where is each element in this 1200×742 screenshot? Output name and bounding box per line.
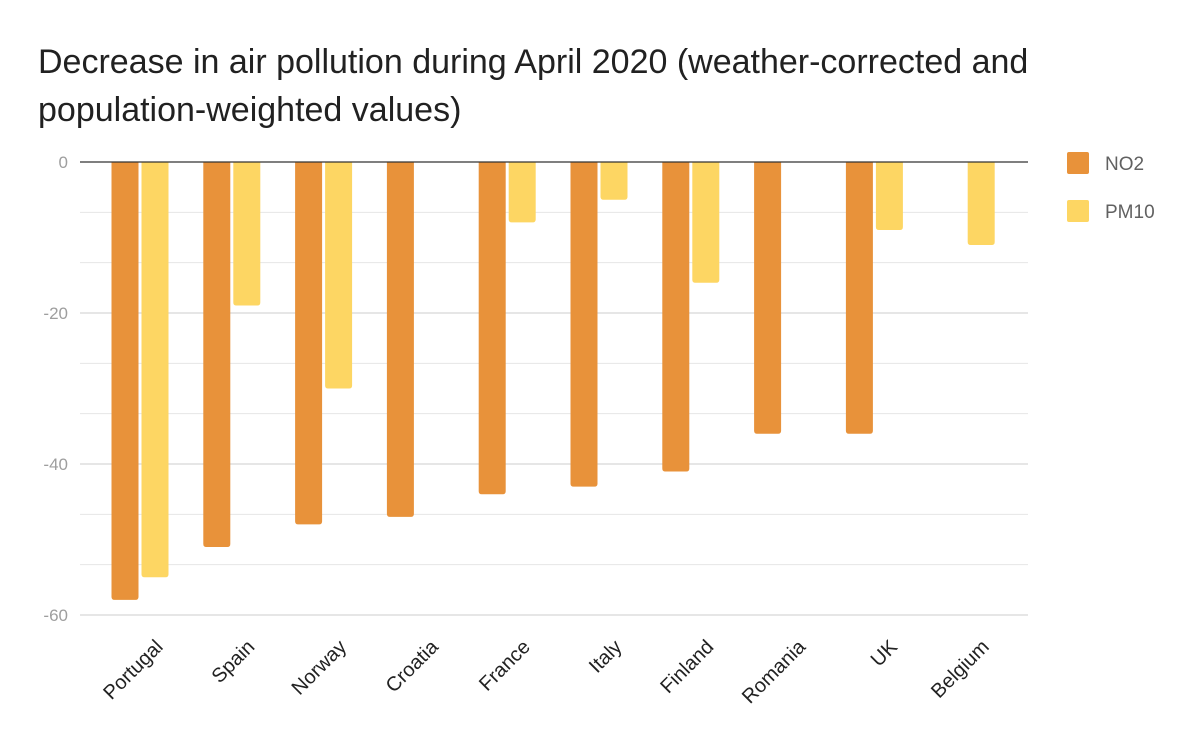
bar-no2-italy xyxy=(570,162,598,487)
y-tick-label: -40 xyxy=(43,455,68,474)
legend-swatch-no2 xyxy=(1067,152,1089,174)
y-tick-label: -60 xyxy=(43,606,68,625)
x-tick-label: Norway xyxy=(288,636,351,699)
bar-pm10-france xyxy=(508,162,536,223)
legend-swatch-pm10 xyxy=(1067,200,1089,222)
bar-pm10-italy xyxy=(600,162,628,200)
x-tick-label: Spain xyxy=(208,636,260,688)
bar-pm10-finland xyxy=(692,162,720,283)
bar-no2-norway xyxy=(295,162,323,525)
legend-label-pm10: PM10 xyxy=(1105,202,1155,223)
bar-no2-romania xyxy=(754,162,782,434)
x-tick-label: France xyxy=(475,636,535,696)
x-tick-label: Finland xyxy=(656,636,718,698)
x-tick-label: Belgium xyxy=(927,636,994,703)
bar-pm10-uk xyxy=(875,162,903,230)
bar-no2-uk xyxy=(845,162,873,434)
x-tick-label: Italy xyxy=(585,636,626,677)
y-tick-label: 0 xyxy=(59,153,68,172)
bar-pm10-belgium xyxy=(967,162,995,246)
x-tick-label: Portugal xyxy=(99,636,167,704)
bar-pm10-spain xyxy=(233,162,261,306)
bar-no2-croatia xyxy=(386,162,414,517)
bar-no2-finland xyxy=(662,162,690,472)
bar-no2-spain xyxy=(203,162,231,548)
x-tick-label: Romania xyxy=(738,635,811,708)
x-tick-label: Croatia xyxy=(382,635,444,697)
legend-label-no2: NO2 xyxy=(1105,154,1144,175)
bar-no2-france xyxy=(478,162,506,495)
x-tick-label: UK xyxy=(867,636,903,672)
y-tick-label: -20 xyxy=(43,304,68,323)
bar-pm10-norway xyxy=(325,162,353,389)
bar-no2-portugal xyxy=(111,162,139,600)
bar-pm10-portugal xyxy=(141,162,169,578)
chart-title: Decrease in air pollution during April 2… xyxy=(38,43,1029,129)
